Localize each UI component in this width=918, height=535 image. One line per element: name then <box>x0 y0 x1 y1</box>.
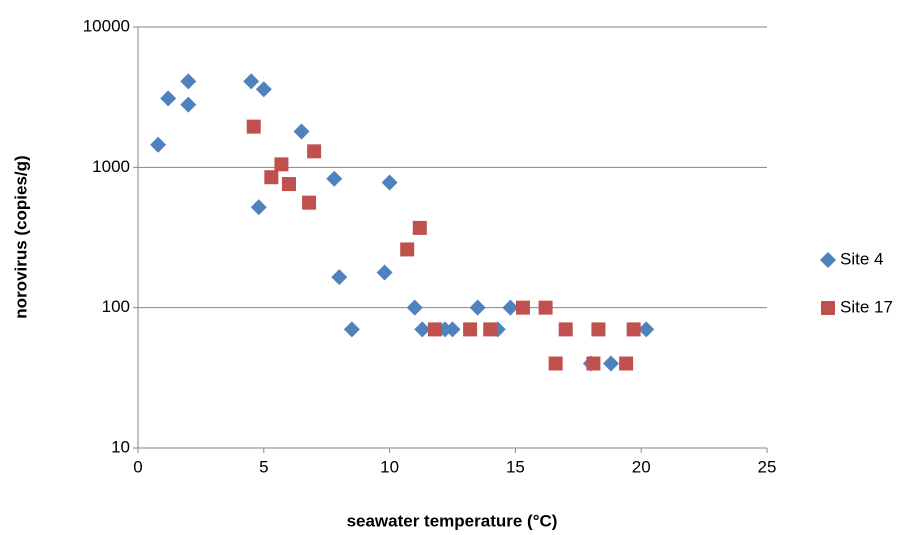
square-marker <box>264 170 279 185</box>
x-tick-label: 15 <box>506 457 525 476</box>
diamond-marker <box>469 299 486 316</box>
legend-label: Site 17 <box>840 297 893 316</box>
x-tick-label: 5 <box>259 457 268 476</box>
diamond-marker <box>331 269 348 286</box>
square-marker <box>591 322 606 337</box>
square-marker <box>400 242 415 257</box>
diamond-marker <box>180 96 197 113</box>
diamond-marker <box>381 174 398 191</box>
square-marker <box>619 356 634 371</box>
y-axis-label: norovirus (copies/g) <box>11 155 30 318</box>
square-marker <box>412 220 427 235</box>
diamond-marker <box>343 321 360 338</box>
square-marker <box>548 356 563 371</box>
square-marker <box>463 322 478 337</box>
square-marker <box>483 322 498 337</box>
diamond-marker <box>255 81 272 98</box>
square-marker <box>307 144 322 159</box>
diamond-marker <box>603 355 620 372</box>
legend-marker <box>820 252 836 268</box>
diamond-marker <box>180 73 197 90</box>
y-tick-label: 10 <box>111 437 130 456</box>
square-marker <box>281 177 296 192</box>
diamond-marker <box>406 299 423 316</box>
diamond-marker <box>414 321 431 338</box>
x-axis-label: seawater temperature (°C) <box>347 511 558 530</box>
diamond-marker <box>376 264 393 281</box>
diamond-marker <box>150 136 167 153</box>
x-tick-label: 0 <box>133 457 142 476</box>
square-marker <box>246 119 261 134</box>
square-marker <box>586 356 601 371</box>
square-marker <box>515 300 530 315</box>
diamond-marker <box>160 90 177 107</box>
square-marker <box>274 157 289 172</box>
x-tick-label: 10 <box>380 457 399 476</box>
diamond-marker <box>326 170 343 187</box>
square-marker <box>626 322 641 337</box>
x-tick-label: 20 <box>632 457 651 476</box>
y-tick-label: 100 <box>102 297 130 316</box>
legend-label: Site 4 <box>840 249 883 268</box>
y-tick-label: 1000 <box>92 157 130 176</box>
square-marker <box>427 322 442 337</box>
x-tick-label: 25 <box>758 457 777 476</box>
diamond-marker <box>293 123 310 140</box>
square-marker <box>538 300 553 315</box>
square-marker <box>302 195 317 210</box>
diamond-marker <box>250 199 267 216</box>
diamond-marker <box>638 321 655 338</box>
square-marker <box>558 322 573 337</box>
diamond-marker <box>243 73 260 90</box>
diamond-marker <box>444 321 461 338</box>
y-tick-label: 10000 <box>83 16 130 35</box>
legend-marker <box>821 301 835 315</box>
diamond-marker <box>502 299 519 316</box>
